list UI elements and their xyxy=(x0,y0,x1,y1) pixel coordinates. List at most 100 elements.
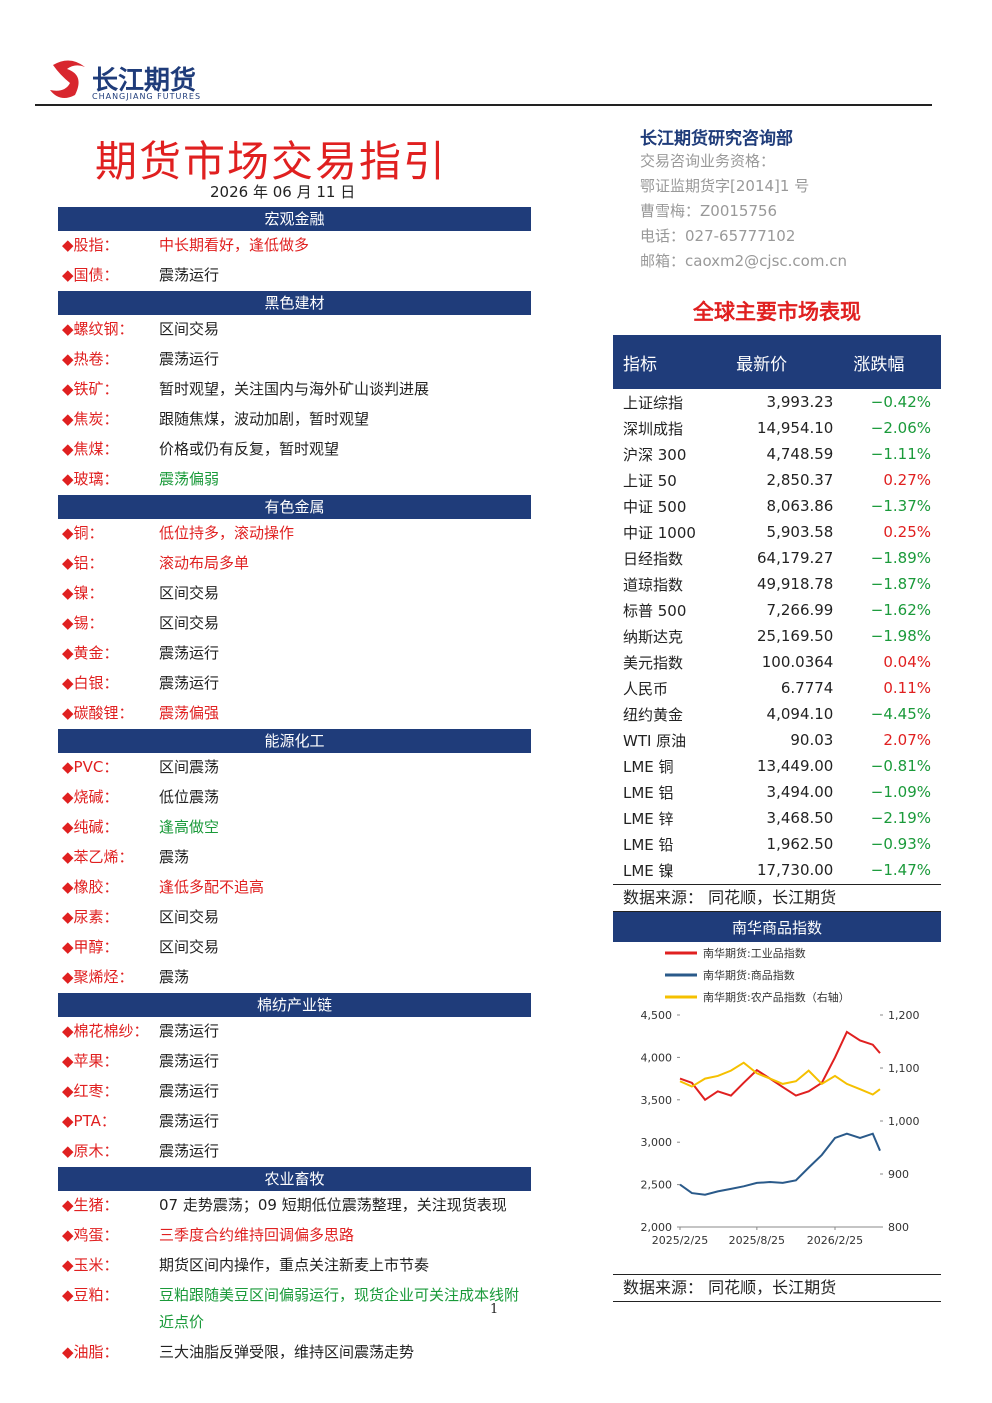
item-text: 低位震荡 xyxy=(159,788,220,806)
y-tick-label: 4,000 xyxy=(641,1051,673,1064)
market-value: 5,903.58 xyxy=(766,523,834,541)
market-name: 标普 500 xyxy=(623,601,687,620)
guide-row: 白银：震荡运行 xyxy=(58,669,531,699)
item-name: 黄金： xyxy=(58,639,159,668)
market-name: 深圳成指 xyxy=(623,419,684,438)
item-text: 震荡 xyxy=(159,968,190,986)
table-header: 指标 最新价 涨跌幅 xyxy=(613,335,941,389)
market-name: 上证 50 xyxy=(623,471,677,490)
item-text: 价格或仍有反复，暂时观望 xyxy=(159,440,340,458)
market-value: 2,850.37 xyxy=(766,471,834,489)
item-text: 震荡运行 xyxy=(159,266,220,284)
column-header: 最新价 xyxy=(726,335,844,389)
market-name: 美元指数 xyxy=(623,653,684,672)
market-value: −0.81% xyxy=(870,757,931,775)
market-value: −1.09% xyxy=(870,783,931,801)
y-tick-label: 1,200 xyxy=(888,1009,920,1022)
market-row: LME 镍 17,730.00 −1.47% xyxy=(613,857,941,883)
page-number: 1 xyxy=(490,1302,499,1317)
market-value: 2.07% xyxy=(883,731,931,749)
item-text: 中长期看好，逢低做多 xyxy=(159,236,310,254)
item-name: 镍： xyxy=(58,579,159,608)
y-tick-label: 2,000 xyxy=(641,1221,673,1234)
item-text: 震荡运行 xyxy=(159,674,220,692)
guide-row: 玉米：期货区间内操作，重点关注新麦上市节奏 xyxy=(58,1251,531,1281)
item-text: 三季度合约维持回调偏多思路 xyxy=(159,1226,355,1244)
item-name: 鸡蛋： xyxy=(58,1221,159,1250)
market-value: −1.37% xyxy=(870,497,931,515)
item-text: 震荡运行 xyxy=(159,644,220,662)
market-value: 0.04% xyxy=(883,653,931,671)
item-text: 区间震荡 xyxy=(159,758,220,776)
item-name: 尿素： xyxy=(58,903,159,932)
item-text: 区间交易 xyxy=(159,320,220,338)
market-row: WTI 原油 90.03 2.07% xyxy=(613,727,941,753)
market-value: −1.87% xyxy=(870,575,931,593)
logo-en: CHANGJIANG FUTURES xyxy=(92,92,202,101)
item-text: 震荡运行 xyxy=(159,350,220,368)
item-name: 生猪： xyxy=(58,1191,159,1220)
contact-line: 交易咨询业务资格： xyxy=(640,152,776,170)
market-value: 6.7774 xyxy=(780,679,834,697)
logo-mark xyxy=(50,60,85,99)
item-name: 油脂： xyxy=(58,1338,159,1367)
header-rule xyxy=(35,104,932,106)
guide-row: 螺纹钢：区间交易 xyxy=(58,315,531,345)
legend-label: 南华期货:工业品指数 xyxy=(703,946,806,960)
guide-row: 油脂：三大油脂反弹受限，维持区间震荡走势 xyxy=(58,1338,531,1368)
market-value: −2.06% xyxy=(870,419,931,437)
market-row: 美元指数 100.0364 0.04% xyxy=(613,649,941,675)
market-row: LME 铅 1,962.50 −0.93% xyxy=(613,831,941,857)
item-name: 原木： xyxy=(58,1137,159,1166)
market-value: 4,748.59 xyxy=(766,445,834,463)
market-name: LME 铅 xyxy=(623,835,674,854)
item-text: 区间交易 xyxy=(159,584,220,602)
x-tick-label: 2025/8/25 xyxy=(729,1234,785,1247)
guide-row: 纯碱：逢高做空 xyxy=(58,813,531,843)
guide-row: 生猪：07 走势震荡；09 短期低位震荡整理，关注现货表现 xyxy=(58,1191,531,1221)
market-row: 纽约黄金 4,094.10 −4.45% xyxy=(613,701,941,727)
contact-line: 电话：027-65777102 xyxy=(640,227,796,245)
market-name: 纽约黄金 xyxy=(623,705,684,724)
market-value: 64,179.27 xyxy=(757,549,834,567)
item-text: 逢高做空 xyxy=(159,818,220,836)
item-text: 震荡 xyxy=(159,848,190,866)
item-name: 锡： xyxy=(58,609,159,638)
guide-row: 镍：区间交易 xyxy=(58,579,531,609)
market-value: 25,169.50 xyxy=(757,627,834,645)
column-header: 指标 xyxy=(613,335,727,389)
item-text: 震荡运行 xyxy=(159,1142,220,1160)
guide-row: 苯乙烯：震荡 xyxy=(58,843,531,873)
item-text: 跟随焦煤，波动加剧，暂时观望 xyxy=(159,410,370,428)
market-value: 90.03 xyxy=(790,731,834,749)
item-name: 铁矿： xyxy=(58,375,159,404)
market-value: −0.42% xyxy=(870,393,931,411)
contact-line: 鄂证监期货字[2014]1 号 xyxy=(640,177,810,195)
item-name: 铝： xyxy=(58,549,159,578)
market-table: 指标 最新价 涨跌幅 上证综指 3,993.23 −0.42% 深圳成指 14,954.10 −… xyxy=(613,335,941,883)
market-row: 上证综指 3,993.23 −0.42% xyxy=(613,389,941,415)
market-name: 人民币 xyxy=(623,679,669,698)
item-name: 烧碱： xyxy=(58,783,159,812)
item-name: 棉花棉纱： xyxy=(58,1017,159,1046)
market-value: 49,918.78 xyxy=(757,575,834,593)
market-value: −1.89% xyxy=(870,549,931,567)
market-row: LME 铝 3,494.00 −1.09% xyxy=(613,779,941,805)
item-text: 低位持多，滚动操作 xyxy=(159,524,295,542)
section-header: 农业畜牧 xyxy=(58,1167,531,1191)
item-text: 豆粕跟随美豆区间偏弱运行，现货企业可关注成本线附近点价 xyxy=(159,1286,520,1331)
x-tick-label: 2026/2/25 xyxy=(807,1234,863,1247)
guide-row: 原木：震荡运行 xyxy=(58,1137,531,1167)
market-value: 100.0364 xyxy=(761,653,834,671)
y-tick-label: 3,500 xyxy=(641,1094,673,1107)
item-name: 焦煤： xyxy=(58,435,159,464)
market-name: 日经指数 xyxy=(623,549,684,568)
market-source: 数据来源： 同花顺，长江期货 xyxy=(613,884,941,912)
section-header: 有色金属 xyxy=(58,495,531,519)
market-value: 0.11% xyxy=(883,679,931,697)
y-tick-label: 1,000 xyxy=(888,1115,920,1128)
doc-title: 期货市场交易指引 xyxy=(95,137,448,186)
market-value: −0.93% xyxy=(870,835,931,853)
item-name: 豆粕： xyxy=(58,1281,159,1337)
item-name: 铜： xyxy=(58,519,159,548)
